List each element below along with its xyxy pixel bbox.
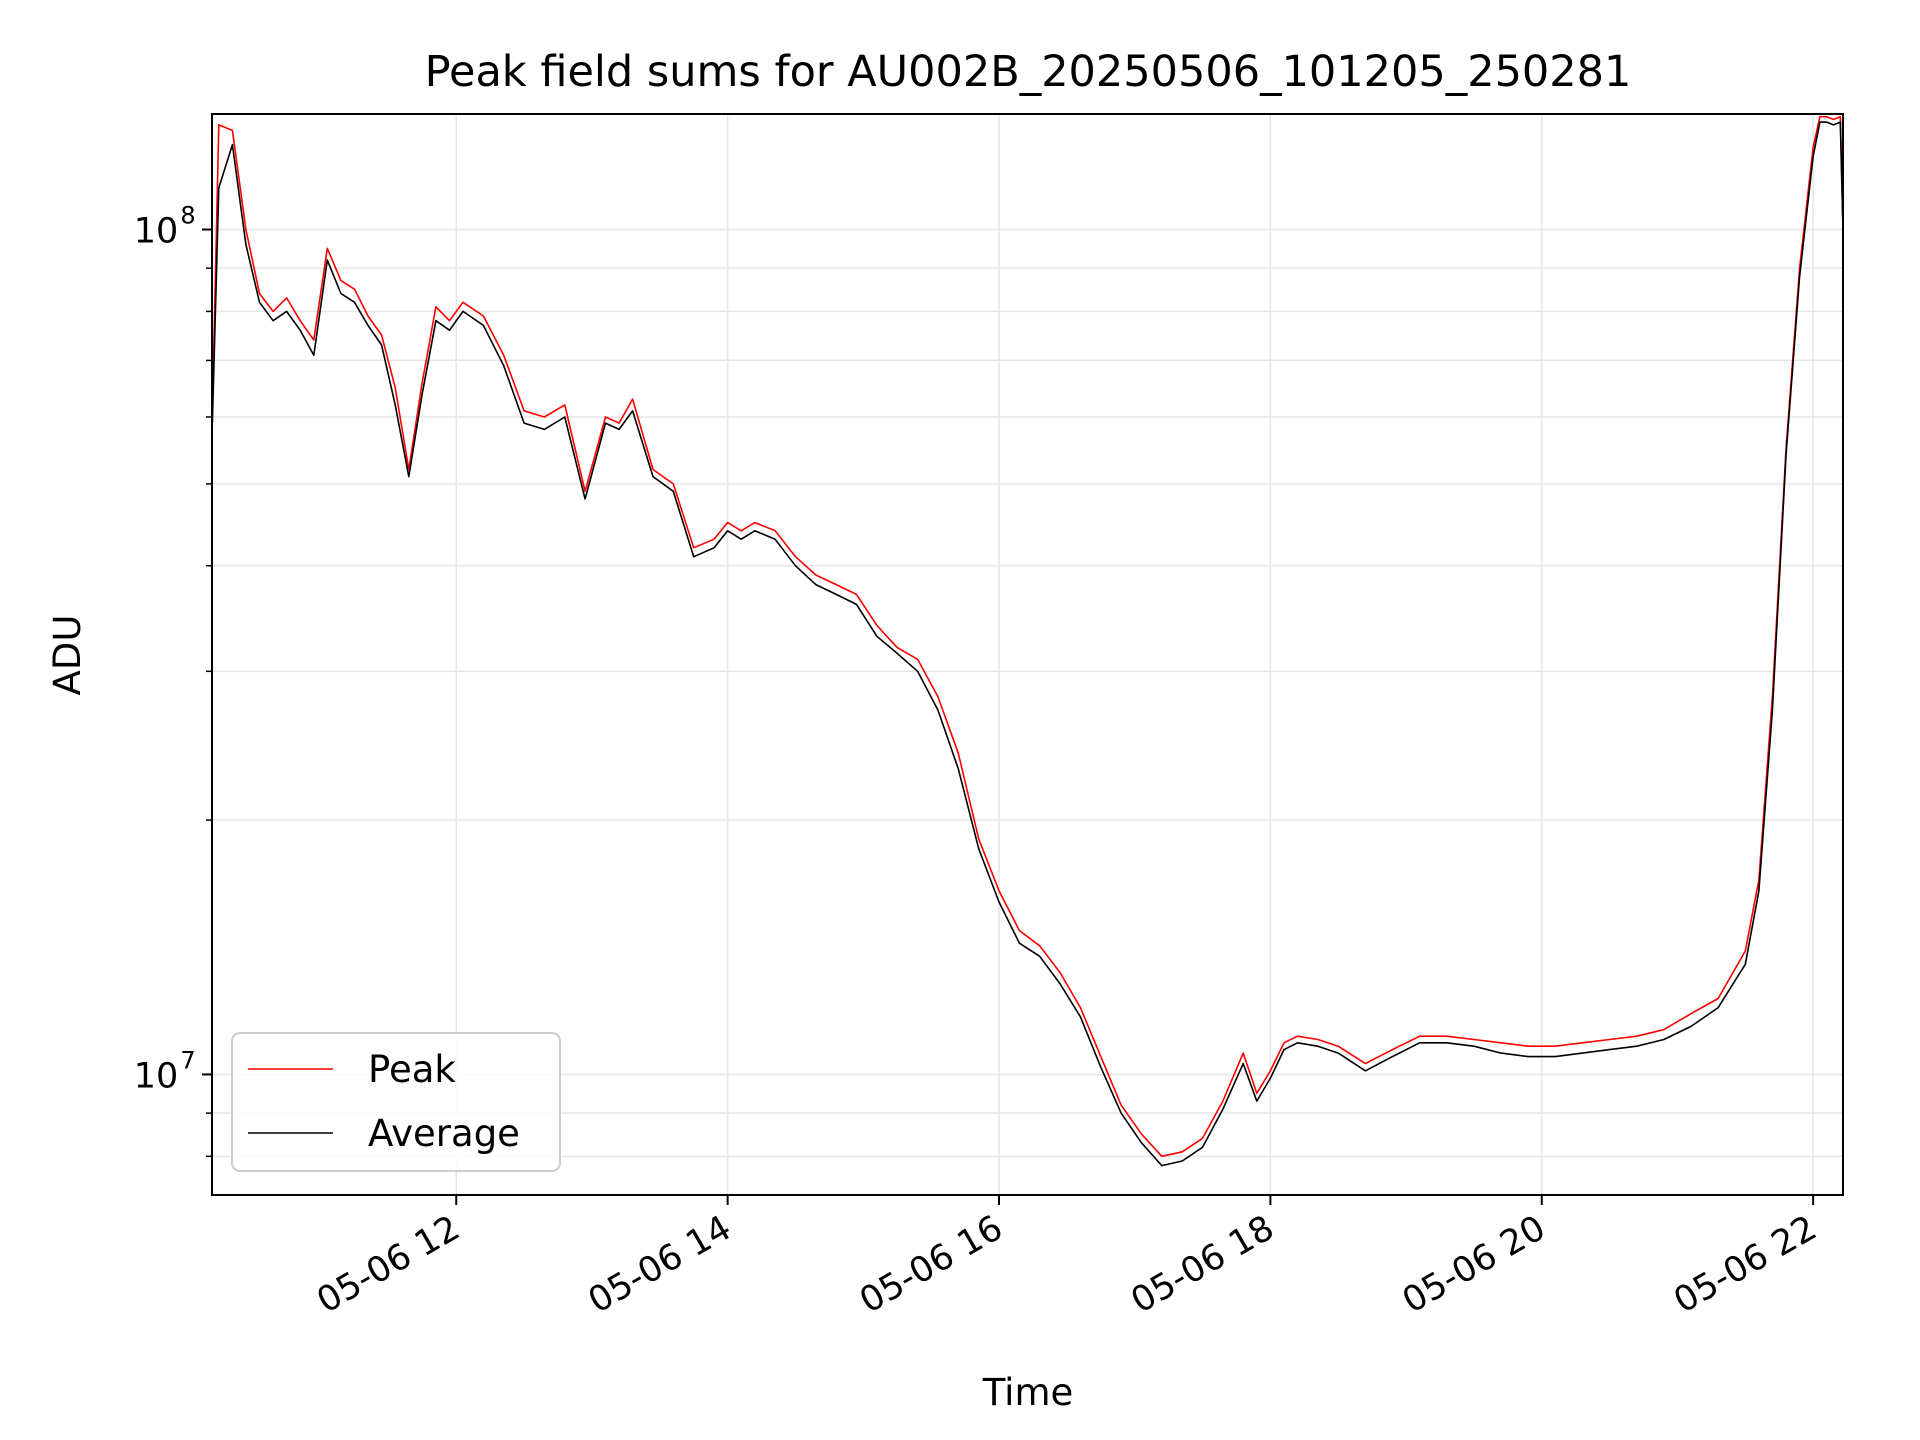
series-line-peak — [212, 115, 1843, 1158]
legend-box — [231, 1032, 561, 1172]
y-tick-exponent: 7 — [180, 1046, 195, 1074]
grid — [212, 114, 1843, 1195]
y-axis-label: ADU — [46, 615, 89, 696]
legend-peak-label: Peak — [368, 1048, 456, 1091]
plot-series — [212, 115, 1843, 1167]
y-tick-label: 10 — [134, 212, 179, 252]
x-axis-label: Time — [982, 1371, 1074, 1414]
legend: Peak Average — [231, 1032, 561, 1172]
y-tick-label: 10 — [134, 1056, 179, 1096]
series-line-average — [212, 121, 1843, 1167]
legend-average-label: Average — [368, 1112, 520, 1155]
plot-frame — [211, 113, 1844, 1196]
chart-title: Peak field sums for AU002B_20250506_1012… — [425, 47, 1632, 97]
y-tick-exponent: 8 — [180, 202, 195, 230]
